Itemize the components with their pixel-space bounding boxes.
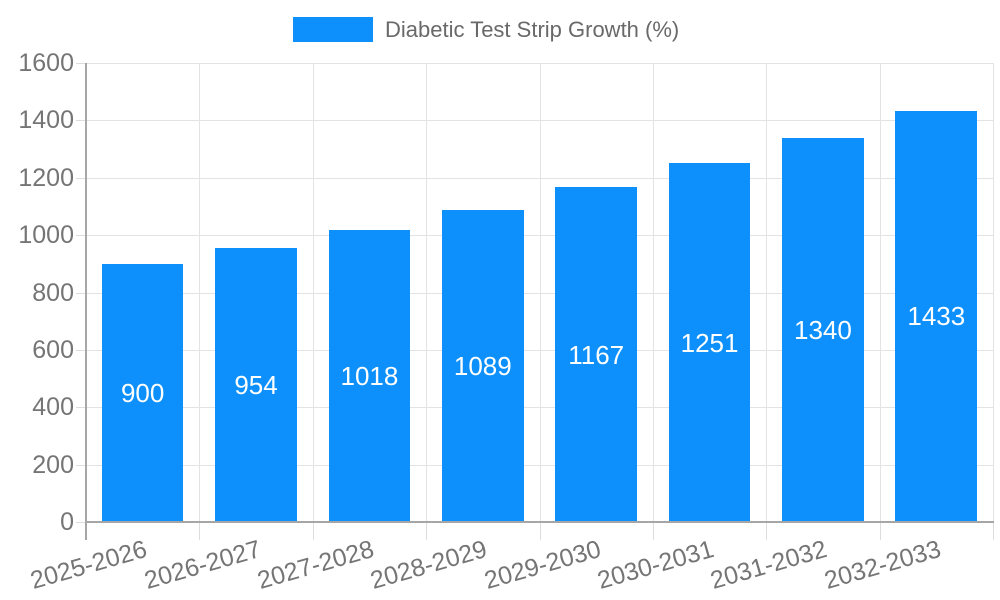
gridline-vertical <box>879 63 881 522</box>
x-tick-label: 2026-2027 <box>140 535 264 595</box>
y-tick-label: 600 <box>32 335 74 364</box>
bar-value-label: 1340 <box>794 314 852 345</box>
x-tick <box>312 522 314 540</box>
x-tick-label: 2025-2026 <box>27 535 151 595</box>
y-tick-label: 400 <box>32 393 74 422</box>
bar[interactable]: 1167 <box>555 187 637 522</box>
x-tick <box>993 522 994 540</box>
x-tick <box>766 522 768 540</box>
y-tick-label: 1200 <box>18 163 74 192</box>
legend-swatch <box>293 17 373 42</box>
y-tick-label: 800 <box>32 278 74 307</box>
x-tick-label: 2031-2032 <box>707 535 831 595</box>
gridline-vertical <box>199 63 201 522</box>
y-tick <box>76 464 86 466</box>
bar[interactable]: 1433 <box>895 110 978 522</box>
legend[interactable]: Diabetic Test Strip Growth (%) <box>293 17 679 42</box>
gridline-vertical <box>539 63 541 522</box>
bar-value-label: 1433 <box>907 301 966 332</box>
bar-value-label: 954 <box>234 370 278 401</box>
y-axis-line <box>85 63 87 540</box>
bar[interactable]: 954 <box>215 248 297 522</box>
legend-label: Diabetic Test Strip Growth (%) <box>385 17 680 42</box>
x-tick <box>199 522 201 540</box>
x-tick <box>652 522 654 540</box>
y-tick <box>76 349 86 351</box>
y-tick <box>76 292 86 294</box>
bar-value-label: 900 <box>120 377 165 408</box>
x-tick <box>539 522 541 540</box>
bar-value-label: 1089 <box>453 350 512 381</box>
y-tick <box>76 407 86 409</box>
bar[interactable]: 900 <box>101 263 184 522</box>
x-tick <box>879 522 881 540</box>
gridline-vertical <box>426 63 428 522</box>
y-tick <box>76 522 86 523</box>
bar-value-label: 1251 <box>680 327 739 358</box>
y-tick-label: 1400 <box>18 106 74 135</box>
bar[interactable]: 1340 <box>782 137 864 522</box>
y-tick-label: 200 <box>32 450 74 479</box>
gridline-vertical <box>766 63 768 522</box>
x-axis-line <box>85 521 994 523</box>
y-tick-label: 1000 <box>18 221 74 250</box>
bar-value-label: 1018 <box>340 360 399 391</box>
bar[interactable]: 1018 <box>328 229 411 522</box>
gridline-vertical <box>312 63 314 522</box>
x-tick-label: 2028-2029 <box>367 535 491 595</box>
x-tick-label: 2029-2030 <box>480 535 604 595</box>
y-tick <box>76 63 86 64</box>
y-tick-label: 0 <box>60 508 74 536</box>
y-tick <box>76 120 86 122</box>
x-tick-label: 2030-2031 <box>594 535 718 595</box>
bar-value-label: 1167 <box>568 339 625 370</box>
y-tick-label: 1600 <box>18 49 74 77</box>
x-tick <box>426 522 428 540</box>
gridline-vertical <box>993 63 994 522</box>
x-tick-label: 2027-2028 <box>254 535 377 595</box>
bar[interactable]: 1251 <box>668 163 751 522</box>
x-tick-label: 2032-2033 <box>821 535 944 595</box>
bar[interactable]: 1089 <box>441 209 524 522</box>
y-tick <box>76 177 86 179</box>
gridline-vertical <box>652 63 654 522</box>
y-tick <box>76 235 86 237</box>
